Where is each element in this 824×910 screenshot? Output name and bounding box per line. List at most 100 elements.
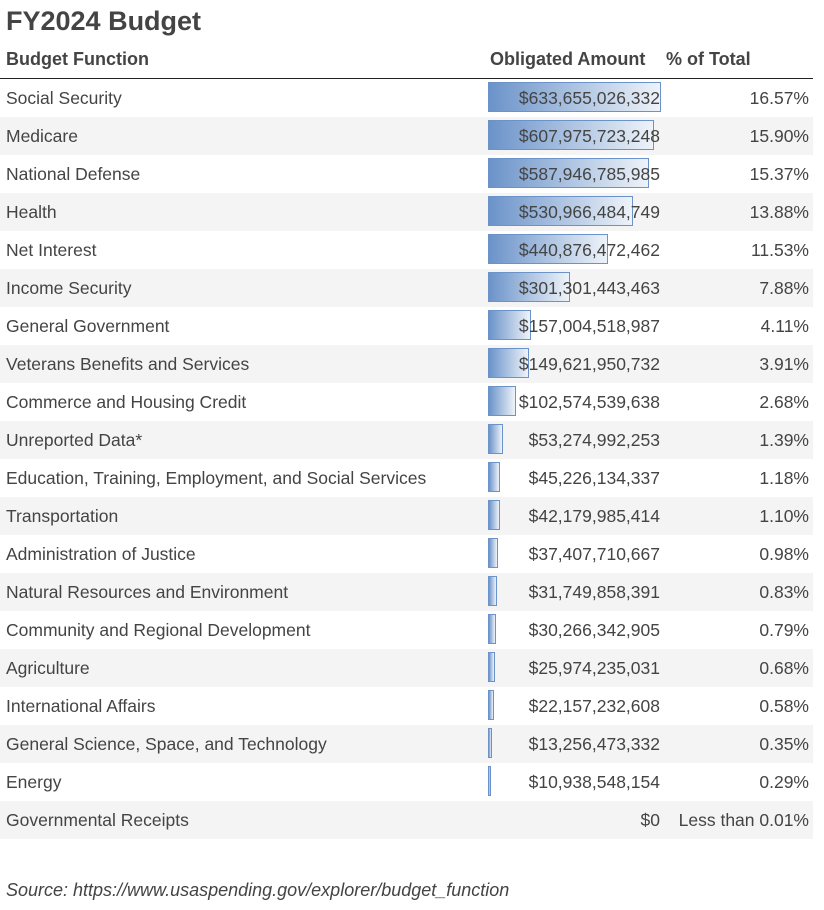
amount-bar (488, 424, 503, 454)
obligated-amount: $13,256,473,332 (528, 734, 660, 754)
table-row: Governmental Receipts $0 Less than 0.01% (0, 801, 813, 839)
percent-of-total: 15.37% (749, 164, 809, 184)
percent-of-total: 1.10% (759, 506, 809, 526)
table-row: Education, Training, Employment, and Soc… (0, 459, 813, 497)
percent-of-total: 15.90% (749, 126, 809, 146)
amount-bar (488, 652, 496, 682)
budget-function-name: Community and Regional Development (6, 620, 311, 640)
table-row: Medicare $607,975,723,248 15.90% (0, 117, 813, 155)
percent-of-total: 3.91% (759, 354, 809, 374)
header-percent-total: % of Total (666, 49, 751, 69)
percent-of-total: 0.35% (759, 734, 809, 754)
percent-of-total: 0.58% (759, 696, 809, 716)
percent-of-total: 11.53% (750, 240, 809, 260)
budget-function-name: Veterans Benefits and Services (6, 354, 250, 374)
obligated-amount: $25,974,235,031 (528, 658, 660, 678)
obligated-amount: $102,574,539,638 (518, 392, 660, 412)
budget-function-name: Energy (6, 772, 62, 792)
percent-of-total: 16.57% (749, 88, 809, 108)
amount-bar (488, 196, 633, 226)
table-row: National Defense $587,946,785,985 15.37% (0, 155, 813, 193)
table-body: Social Security $633,655,026,332 16.57% Med… (0, 79, 813, 839)
amount-bar (488, 234, 609, 264)
amount-bar (488, 766, 491, 796)
amount-bar (488, 310, 531, 340)
percent-of-total: 0.29% (759, 772, 809, 792)
table-row: General Government $157,004,518,987 4.11% (0, 307, 813, 345)
budget-function-name: Agriculture (6, 658, 90, 678)
budget-function-name: National Defense (6, 164, 141, 184)
obligated-amount: $607,975,723,248 (518, 126, 660, 146)
obligated-amount: $37,407,710,667 (528, 544, 660, 564)
budget-function-name: Medicare (6, 126, 78, 146)
percent-of-total: 0.98% (759, 544, 809, 564)
table-row: International Affairs $22,157,232,608 0.58… (0, 687, 813, 725)
budget-function-name: Education, Training, Employment, and Soc… (6, 468, 427, 488)
amount-bar (488, 690, 495, 720)
table-row: Income Security $301,301,443,463 7.88% (0, 269, 813, 307)
table-row: Health $530,966,484,749 13.88% (0, 193, 813, 231)
table-row: Energy $10,938,548,154 0.29% (0, 763, 813, 801)
obligated-amount: $45,226,134,337 (528, 468, 660, 488)
percent-of-total: Less than 0.01% (678, 810, 809, 830)
budget-function-name: Health (6, 202, 57, 222)
percent-of-total: 0.83% (759, 582, 809, 602)
table-row: Agriculture $25,974,235,031 0.68% (0, 649, 813, 687)
table-row: Transportation $42,179,985,414 1.10% (0, 497, 813, 535)
obligated-amount: $30,266,342,905 (528, 620, 660, 640)
amount-bar (488, 158, 649, 188)
table-row: Commerce and Housing Credit $102,574,539,… (0, 383, 813, 421)
amount-bar (488, 272, 571, 302)
table-row: Net Interest $440,876,472,462 11.53% (0, 231, 813, 269)
table-row: Veterans Benefits and Services $149,621,9… (0, 345, 813, 383)
amount-bar (488, 538, 499, 568)
percent-of-total: 1.18% (759, 468, 809, 488)
budget-function-name: Administration of Justice (6, 544, 196, 564)
budget-function-name: General Government (6, 316, 170, 336)
amount-bar (488, 348, 529, 378)
amount-bar (488, 462, 501, 492)
table-row: Administration of Justice $37,407,710,667… (0, 535, 813, 573)
budget-function-name: Transportation (6, 506, 119, 526)
percent-of-total: 0.68% (759, 658, 809, 678)
table-row: Unreported Data* $53,274,992,253 1.39% (0, 421, 813, 459)
budget-function-name: Social Security (6, 88, 122, 108)
budget-function-name: General Science, Space, and Technology (6, 734, 327, 754)
percent-of-total: 1.39% (759, 430, 809, 450)
obligated-amount: $633,655,026,332 (518, 88, 660, 108)
amount-bar (488, 82, 661, 112)
obligated-amount: $0 (640, 810, 660, 830)
budget-function-name: International Affairs (6, 696, 156, 716)
obligated-amount: $587,946,785,985 (518, 164, 660, 184)
percent-of-total: 4.11% (760, 316, 809, 336)
amount-bar (488, 120, 654, 150)
amount-bar (488, 500, 500, 530)
obligated-amount: $10,938,548,154 (528, 772, 660, 792)
header-obligated-amount: Obligated Amount (490, 49, 646, 69)
obligated-amount: $53,274,992,253 (528, 430, 660, 450)
budget-function-name: Income Security (6, 278, 132, 298)
budget-function-name: Net Interest (6, 240, 97, 260)
percent-of-total: 7.88% (759, 278, 809, 298)
source-note: Source: https://www.usaspending.gov/expl… (6, 880, 510, 900)
percent-of-total: 13.88% (749, 202, 809, 222)
obligated-amount: $301,301,443,463 (518, 278, 660, 298)
header-budget-function: Budget Function (6, 49, 149, 69)
obligated-amount: $440,876,472,462 (518, 240, 660, 260)
budget-function-name: Commerce and Housing Credit (6, 392, 247, 412)
table-row: General Science, Space, and Technology $1… (0, 725, 813, 763)
obligated-amount: $42,179,985,414 (528, 506, 660, 526)
amount-bar (488, 614, 497, 644)
header-divider (0, 78, 813, 79)
obligated-amount: $530,966,484,749 (518, 202, 660, 222)
percent-of-total: 0.79% (759, 620, 809, 640)
chart-title: FY2024 Budget (6, 6, 202, 36)
table-row: Natural Resources and Environment $31,749… (0, 573, 813, 611)
budget-function-name: Unreported Data* (6, 430, 143, 450)
budget-function-name: Natural Resources and Environment (6, 582, 289, 602)
obligated-amount: $31,749,858,391 (528, 582, 660, 602)
budget-function-name: Governmental Receipts (6, 810, 189, 830)
table-row: Community and Regional Development $30,26… (0, 611, 813, 649)
obligated-amount: $22,157,232,608 (528, 696, 660, 716)
obligated-amount: $157,004,518,987 (518, 316, 660, 336)
